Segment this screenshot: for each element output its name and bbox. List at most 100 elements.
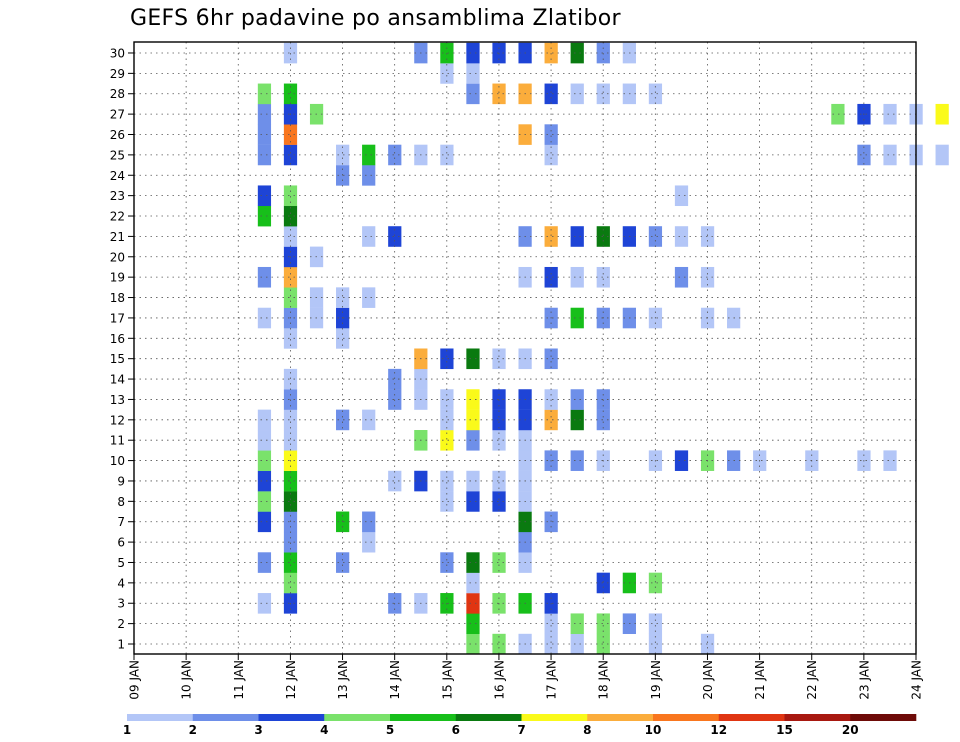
- heatmap-cell: [648, 633, 663, 655]
- heatmap-cell: [362, 409, 376, 431]
- x-axis: 09 JAN 10 JAN 11 JAN 12 JAN 13 JAN 14 JAN 15 J…: [128, 654, 924, 700]
- heatmap-cell: [466, 63, 480, 84]
- heatmap-cell: [700, 633, 715, 655]
- heatmap-cell: [596, 572, 610, 594]
- chart-title: GEFS 6hr padavine po ansamblima Zlatibor: [130, 6, 621, 31]
- heatmap-cell: [883, 103, 897, 125]
- y-tick-label: 8: [117, 495, 125, 509]
- heatmap-cell: [466, 83, 480, 105]
- y-tick-label: 9: [117, 474, 125, 488]
- heatmap-cell: [257, 470, 272, 492]
- y-tick-label: 25: [110, 148, 125, 162]
- heatmap-cell: [648, 226, 663, 247]
- heatmap-cell: [544, 144, 558, 166]
- heatmap-cell: [362, 144, 376, 166]
- heatmap-cell: [466, 633, 480, 655]
- heatmap-cell: [283, 409, 298, 431]
- colorbar-label: 1: [123, 723, 131, 737]
- heatmap-cell: [336, 144, 350, 166]
- heatmap-cell: [388, 144, 402, 166]
- heatmap-cell: [674, 266, 689, 288]
- colorbar-segment: [390, 714, 457, 721]
- heatmap-cell: [440, 409, 454, 431]
- colorbar-segment: [653, 714, 720, 721]
- y-tick-label: 10: [110, 454, 125, 468]
- heatmap-cell: [440, 430, 454, 451]
- heatmap-cell: [570, 613, 584, 635]
- x-tick-label: 09 JAN: [128, 660, 142, 700]
- heatmap-cell: [596, 409, 610, 431]
- heatmap-cell: [544, 348, 558, 370]
- heatmap-cell: [257, 307, 272, 329]
- heatmap-cell: [492, 83, 506, 105]
- y-tick-label: 23: [110, 189, 125, 203]
- plot-frame: [133, 41, 917, 655]
- x-tick-label: 19 JAN: [649, 660, 663, 700]
- heatmap-cell: [492, 409, 506, 431]
- heatmap-cell: [440, 491, 454, 512]
- heatmap-cell: [283, 572, 298, 594]
- heatmap-cell: [466, 42, 480, 64]
- x-tick-label: 13 JAN: [336, 660, 350, 700]
- heatmap-cell: [283, 368, 298, 390]
- x-tick-label: 18 JAN: [597, 660, 611, 700]
- heatmap-cell: [570, 83, 584, 105]
- heatmap-cell: [544, 266, 558, 288]
- heatmap-cell: [544, 409, 558, 431]
- heatmap-cell: [283, 124, 298, 145]
- y-tick-label: 16: [110, 332, 125, 346]
- heatmap-cell: [283, 430, 298, 451]
- heatmap-cell: [596, 266, 610, 288]
- y-tick-label: 13: [110, 393, 125, 407]
- x-tick-label: 20 JAN: [701, 660, 715, 700]
- heatmap-cell: [544, 633, 558, 655]
- heatmap-cell: [492, 470, 506, 492]
- colorbar-segment: [192, 714, 259, 721]
- x-tick-label: 22 JAN: [805, 660, 819, 700]
- y-tick-label: 7: [117, 515, 125, 529]
- heatmap-cell: [492, 491, 506, 512]
- heatmap-cell: [857, 144, 871, 166]
- heatmap-cell: [257, 144, 272, 166]
- x-tick-label: 11 JAN: [232, 660, 246, 700]
- colorbar-label: 15: [776, 723, 793, 737]
- heatmap-cell: [283, 491, 298, 512]
- colorbar-segment: [258, 714, 325, 721]
- heatmap-cell: [257, 185, 272, 207]
- heatmap-cell: [257, 552, 272, 573]
- heatmap-cell: [883, 144, 897, 166]
- y-tick-label: 14: [110, 373, 125, 387]
- x-tick-label: 10 JAN: [180, 660, 194, 700]
- heatmap-cell: [492, 633, 506, 655]
- heatmap-cell: [283, 470, 298, 492]
- heatmap-cell: [466, 348, 480, 370]
- heatmap-cell: [257, 83, 272, 105]
- y-tick-label: 12: [110, 413, 125, 427]
- heatmap-cell: [570, 307, 584, 329]
- heatmap-cell: [257, 450, 272, 471]
- heatmap-cell: [257, 205, 272, 227]
- heatmap-cell: [257, 103, 272, 125]
- heatmap-cell: [492, 430, 506, 451]
- heatmap-cells: [257, 42, 949, 655]
- heatmap-cell: [257, 511, 272, 533]
- y-tick-label: 6: [117, 536, 125, 550]
- colorbar-label: 2: [189, 723, 197, 737]
- heatmap-cell: [935, 144, 949, 166]
- heatmap-cell: [544, 124, 558, 145]
- heatmap-cell: [257, 593, 272, 614]
- y-tick-label: 15: [110, 352, 125, 366]
- colorbar-label: 20: [842, 723, 859, 737]
- heatmap-cell: [935, 103, 949, 125]
- y-tick-label: 30: [110, 46, 125, 60]
- heatmap-cell: [362, 531, 376, 553]
- heatmap-cell: [283, 328, 298, 349]
- heatmap-cell: [674, 226, 689, 247]
- y-tick-label: 22: [110, 210, 125, 224]
- y-tick-label: 24: [110, 169, 125, 183]
- heatmap-cell: [544, 226, 558, 247]
- y-tick-label: 17: [110, 311, 125, 325]
- y-tick-label: 19: [110, 271, 125, 285]
- heatmap-cell: [466, 491, 480, 512]
